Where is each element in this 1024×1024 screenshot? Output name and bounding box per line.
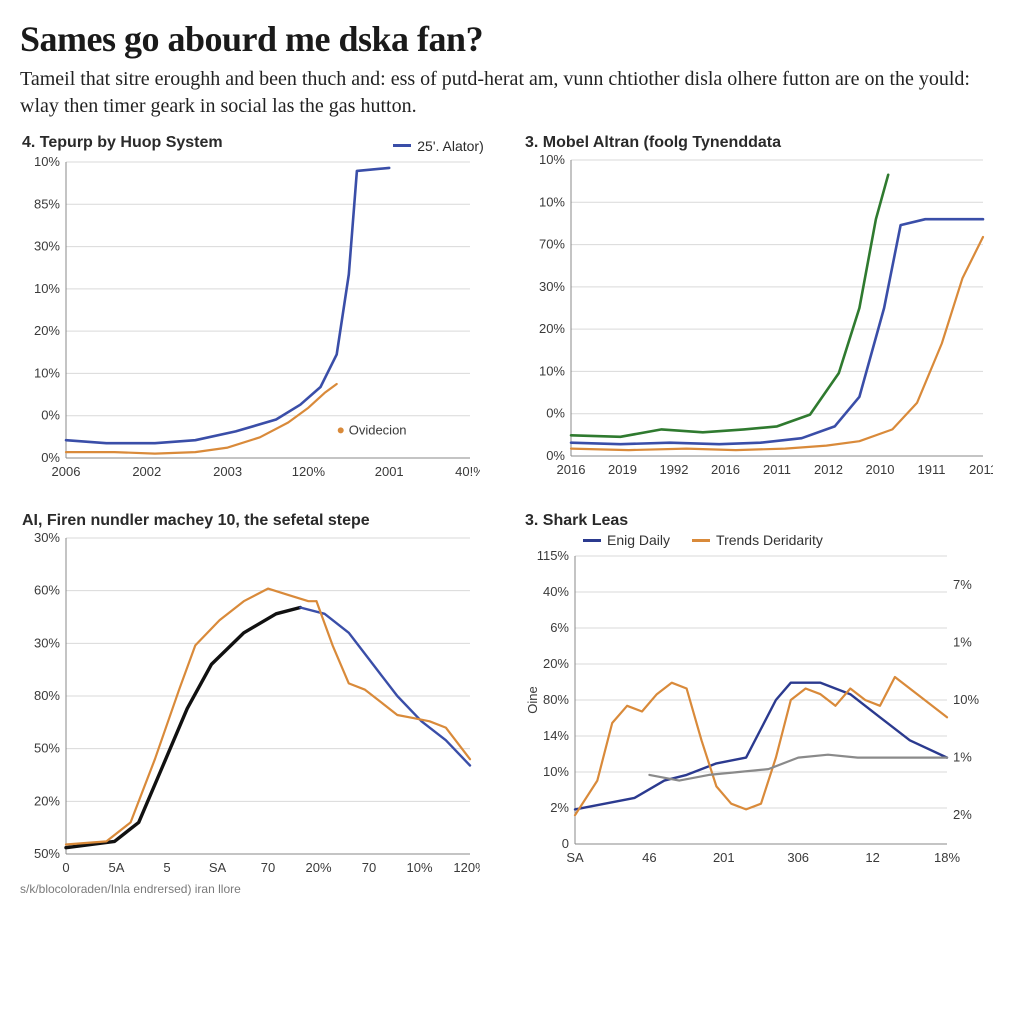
svg-text:30%: 30% (34, 532, 60, 545)
svg-text:Ovidecion: Ovidecion (349, 422, 407, 437)
svg-text:30%: 30% (34, 635, 60, 650)
svg-text:6%: 6% (550, 620, 569, 635)
svg-text:18%: 18% (934, 850, 960, 865)
page-headline: Sames go abourd me dska fan? (20, 18, 1004, 60)
svg-text:0: 0 (562, 836, 569, 851)
svg-text:0%: 0% (546, 406, 565, 421)
svg-text:14%: 14% (543, 728, 569, 743)
svg-text:10%: 10% (953, 692, 979, 707)
panel-tr: 3. Mobel Altran (foolg Tynenddata 10% 10%… (523, 134, 1004, 502)
svg-text:2011: 2011 (969, 462, 993, 477)
svg-text:5A: 5A (109, 860, 125, 875)
svg-text:10%: 10% (34, 156, 60, 169)
svg-text:80%: 80% (34, 688, 60, 703)
svg-text:30%: 30% (34, 238, 60, 253)
svg-text:10%: 10% (34, 280, 60, 295)
svg-text:201: 201 (713, 850, 735, 865)
svg-text:2011: 2011 (763, 462, 791, 477)
svg-text:0%: 0% (41, 407, 60, 422)
legend-line-icon (393, 144, 411, 147)
panel-br: 3. Shark Leas Enig Daily Trends Deridari… (523, 512, 1004, 880)
svg-text:80%: 80% (543, 692, 569, 707)
svg-text:70: 70 (362, 860, 376, 875)
svg-text:50%: 50% (34, 846, 60, 861)
svg-text:5: 5 (163, 860, 170, 875)
svg-text:20%: 20% (539, 321, 565, 336)
svg-text:2019: 2019 (608, 462, 637, 477)
svg-text:115%: 115% (537, 550, 570, 563)
svg-text:20%: 20% (34, 793, 60, 808)
panel-br-legend: Enig Daily Trends Deridarity (583, 532, 1004, 548)
svg-text:70: 70 (261, 860, 275, 875)
svg-text:20%: 20% (305, 860, 331, 875)
legend-line-icon (692, 539, 710, 542)
svg-text:2010: 2010 (866, 462, 895, 477)
svg-text:120%: 120% (292, 464, 326, 479)
svg-text:SA: SA (209, 860, 227, 875)
svg-text:20%: 20% (543, 656, 569, 671)
chart-bl: 30%60%30%80%50%20%50%05A5SA7020%7010%120… (20, 532, 480, 880)
svg-text:50%: 50% (34, 741, 60, 756)
chart-tl: 10%85%30%10%20%10%0%0%200620022003120%20… (20, 156, 480, 486)
svg-text:0%: 0% (41, 450, 60, 465)
svg-text:7%: 7% (953, 577, 972, 592)
svg-text:2003: 2003 (213, 464, 242, 479)
svg-text:30%: 30% (539, 279, 565, 294)
panel-br-title: 3. Shark Leas (525, 512, 628, 530)
svg-text:SA: SA (566, 850, 584, 865)
page-subhead: Tameil that sitre eroughh and been thuch… (20, 66, 1004, 120)
svg-text:2%: 2% (550, 800, 569, 815)
svg-text:2002: 2002 (132, 464, 161, 479)
svg-text:2012: 2012 (814, 462, 843, 477)
svg-text:120%: 120% (453, 860, 480, 875)
svg-text:10%: 10% (34, 365, 60, 380)
svg-text:2006: 2006 (52, 464, 81, 479)
svg-text:306: 306 (787, 850, 809, 865)
chart-br: 115% 40% 6% 20% 80% 14% 10% 2% 0 7% 1% 10% 1% 2% SA 46 2… (523, 550, 993, 870)
svg-text:40!%: 40!% (455, 464, 480, 479)
svg-text:1%: 1% (953, 750, 972, 765)
footer-credit: s/k/blocoloraden/Inla endrersed) iran ll… (20, 882, 1004, 896)
svg-text:46: 46 (642, 850, 656, 865)
svg-text:20%: 20% (34, 323, 60, 338)
svg-text:0: 0 (62, 860, 69, 875)
svg-text:10%: 10% (539, 363, 565, 378)
panel-tr-title: 3. Mobel Altran (foolg Tynenddata (525, 134, 781, 152)
panel-tl: 4. Tepurp by Huop System 25'. Alator) 10… (20, 134, 501, 502)
svg-text:1%: 1% (953, 634, 972, 649)
svg-text:10%: 10% (539, 154, 565, 167)
panel-bl-title: AI, Firen nundler machey 10, the sefetal… (22, 512, 370, 530)
svg-text:2016: 2016 (557, 462, 586, 477)
svg-text:10%: 10% (539, 194, 565, 209)
svg-text:2016: 2016 (711, 462, 740, 477)
svg-text:Oine: Oine (525, 686, 540, 713)
svg-text:1992: 1992 (660, 462, 689, 477)
svg-text:60%: 60% (34, 583, 60, 598)
panel-tl-legend1: 25'. Alator) (393, 138, 484, 154)
svg-text:10%: 10% (543, 764, 569, 779)
svg-text:0%: 0% (546, 448, 565, 463)
legend-line-icon (583, 539, 601, 542)
svg-text:2001: 2001 (375, 464, 404, 479)
chart-tr: 10%10%70%30%20%10%0%0%201620191992201620… (523, 154, 993, 484)
svg-text:1911: 1911 (918, 462, 946, 477)
svg-text:70%: 70% (539, 237, 565, 252)
svg-text:12: 12 (865, 850, 879, 865)
panel-bl: AI, Firen nundler machey 10, the sefetal… (20, 512, 501, 880)
chart-grid: 4. Tepurp by Huop System 25'. Alator) 10… (20, 134, 1004, 880)
svg-text:10%: 10% (406, 860, 432, 875)
svg-text:2%: 2% (953, 807, 972, 822)
svg-text:40%: 40% (543, 584, 569, 599)
panel-tl-title: 4. Tepurp by Huop System (22, 134, 223, 152)
svg-text:85%: 85% (34, 196, 60, 211)
